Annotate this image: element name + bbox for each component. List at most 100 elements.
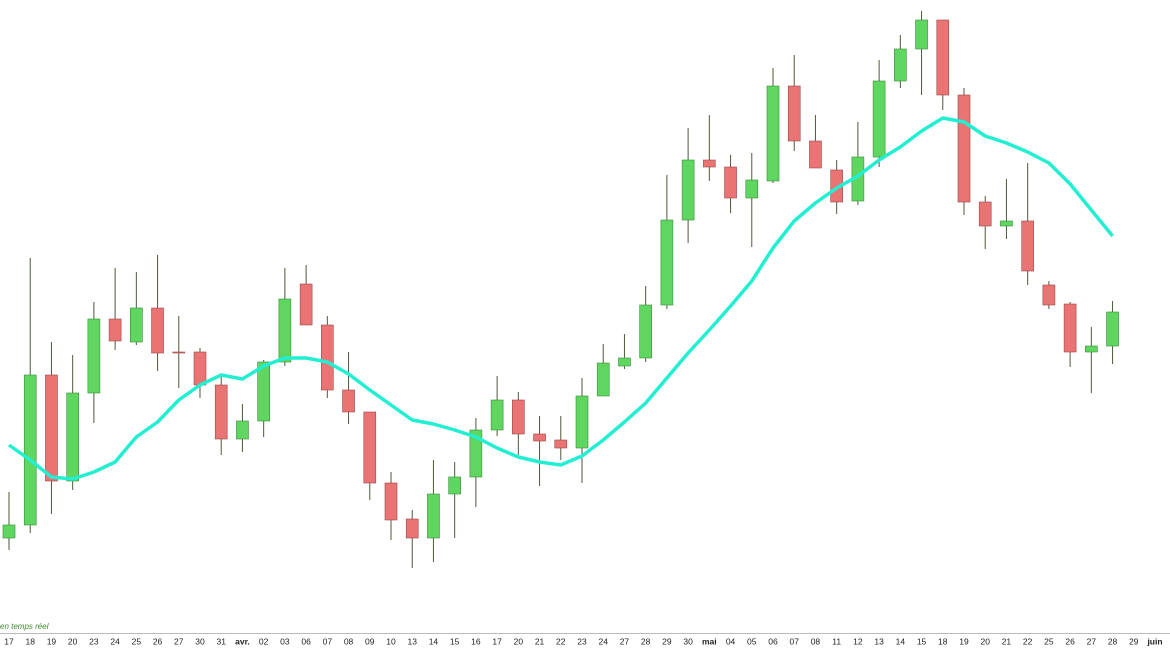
x-tick-label: 22	[556, 636, 566, 646]
x-tick-label: 07	[789, 636, 799, 646]
candle-body	[66, 392, 79, 482]
x-tick-label: 09	[365, 636, 375, 646]
x-tick-label: 28	[1108, 636, 1118, 646]
candle-body	[872, 80, 886, 158]
candle-body	[130, 307, 143, 343]
candle-body	[384, 482, 398, 521]
candle-body	[45, 374, 58, 482]
x-tick-label: 03	[280, 636, 290, 646]
realtime-note: en temps réel	[0, 622, 49, 631]
candle-body	[745, 179, 759, 199]
candle-body	[108, 318, 122, 342]
candle-body	[299, 283, 313, 326]
candle-body	[1042, 284, 1056, 306]
candle-body	[469, 429, 483, 478]
candle-body	[724, 166, 737, 199]
candle-body	[1106, 311, 1119, 347]
x-tick-label: avr.	[235, 636, 250, 646]
x-tick-label: juin	[1146, 636, 1162, 646]
x-tick-label: 17	[4, 636, 14, 646]
candle-body	[1000, 220, 1013, 227]
x-tick-label: 21	[1002, 636, 1012, 646]
x-tick-label: 10	[386, 636, 396, 646]
candle-body	[1021, 220, 1034, 272]
candle-body	[214, 384, 228, 440]
x-tick-label: 16	[471, 636, 481, 646]
candle-body	[554, 439, 568, 449]
x-tick-label: 18	[938, 636, 948, 646]
x-tick-label: 20	[68, 636, 78, 646]
x-tick-label: 11	[832, 636, 841, 646]
candle-body	[2, 524, 16, 539]
candle-body	[978, 201, 992, 227]
x-tick-label: 14	[429, 636, 439, 646]
x-tick-label: 13	[407, 636, 417, 646]
x-tick-label: 21	[535, 636, 545, 646]
candle-body	[512, 399, 525, 435]
x-tick-label: 15	[450, 636, 460, 646]
x-tick-label: 26	[1065, 636, 1075, 646]
x-tick-label: 14	[896, 636, 906, 646]
candle-body	[427, 493, 440, 539]
x-tick-label: 24	[110, 636, 120, 646]
x-tick-label: 25	[132, 636, 142, 646]
candle-body	[936, 19, 950, 96]
x-tick-label: 06	[301, 636, 311, 646]
x-tick-label: 29	[662, 636, 672, 646]
x-tick-label: mai	[702, 636, 717, 646]
candle-body	[342, 389, 355, 413]
x-tick-label: 24	[598, 636, 608, 646]
candle-body	[766, 85, 780, 182]
candle-body	[639, 304, 652, 359]
candle-body	[278, 298, 292, 363]
x-tick-label: 13	[874, 636, 884, 646]
candle-body	[405, 518, 419, 539]
candle-body	[1085, 345, 1098, 353]
candle-body	[321, 324, 334, 391]
x-tick-label: 20	[980, 636, 990, 646]
candle-body	[23, 374, 37, 526]
candle-body	[681, 159, 695, 221]
x-tick-label: 08	[811, 636, 821, 646]
x-tick-label: 30	[683, 636, 693, 646]
candle-body	[257, 361, 270, 422]
x-tick-label: 15	[917, 636, 927, 646]
x-tick-label: 27	[620, 636, 630, 646]
candle-body	[703, 159, 716, 168]
candle-body	[1063, 303, 1077, 353]
x-tick-label: 06	[768, 636, 778, 646]
candle-body	[575, 395, 589, 449]
candle-body	[787, 85, 801, 142]
candle-body	[363, 411, 377, 484]
candle-body	[894, 48, 907, 82]
x-tick-label: 23	[577, 636, 587, 646]
x-tick-label: 23	[89, 636, 99, 646]
candle-body	[915, 19, 928, 50]
x-tick-label: 31	[216, 636, 226, 646]
x-tick-label: 19	[959, 636, 969, 646]
candle-body	[236, 420, 249, 440]
candle-body	[193, 351, 207, 386]
x-tick-label: 27	[1087, 636, 1097, 646]
x-tick-label: 30	[195, 636, 205, 646]
moving-average-line	[7, 116, 1114, 481]
x-tick-label: 18	[25, 636, 35, 646]
x-tick-label: 22	[1023, 636, 1033, 646]
x-tick-label: 29	[1129, 636, 1139, 646]
x-tick-label: 02	[259, 636, 269, 646]
x-tick-label: 08	[344, 636, 354, 646]
candle-body	[809, 140, 822, 169]
candle-body	[596, 362, 610, 397]
x-tick-label: 25	[1044, 636, 1054, 646]
candle-body	[172, 351, 186, 354]
candle-body	[618, 357, 631, 367]
x-tick-label: 17	[492, 636, 502, 646]
candle-body	[490, 399, 504, 431]
candle-body	[448, 476, 461, 495]
x-tick-label: 19	[47, 636, 57, 646]
candle-body	[87, 318, 101, 394]
x-tick-label: 27	[174, 636, 184, 646]
candle-body	[533, 433, 546, 442]
